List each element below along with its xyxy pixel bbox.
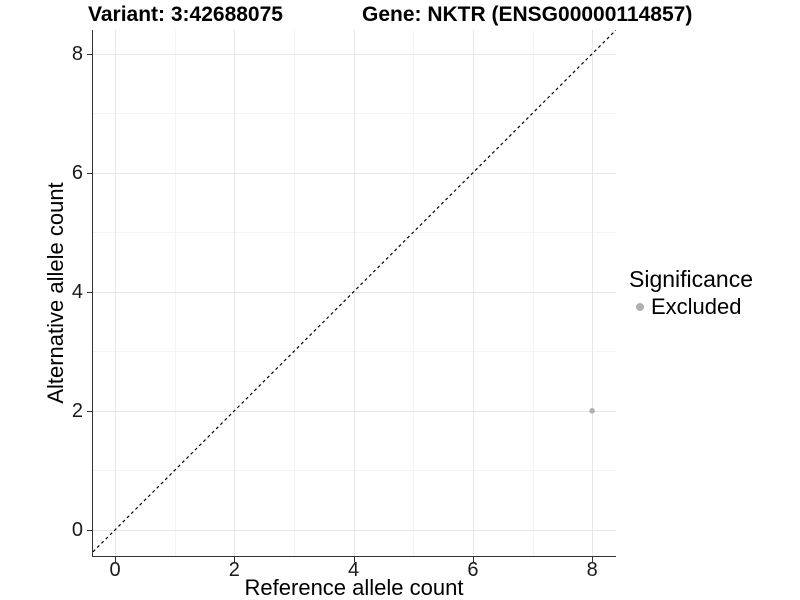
- y-tick-label: 6: [71, 161, 83, 184]
- x-tick-label: 2: [228, 559, 240, 581]
- data-point-excluded: [589, 408, 595, 414]
- x-tick: [473, 557, 474, 562]
- gridline-x-major: [234, 30, 236, 556]
- gridline-x-minor: [174, 30, 176, 556]
- y-tick-label: 8: [71, 42, 83, 65]
- gridline-y-major: [93, 410, 616, 412]
- gridline-y-major: [93, 529, 616, 531]
- y-tick-label: 0: [71, 518, 83, 541]
- y-axis-label: Alternative allele count: [43, 182, 68, 404]
- gridline-x-major: [472, 30, 474, 556]
- plot-title-variant: Variant: 3:42688075: [88, 3, 283, 26]
- legend-item-label: Excluded: [651, 294, 742, 319]
- gridline-y-major: [93, 291, 616, 293]
- gridline-y-major: [93, 53, 616, 55]
- gridline-y-major: [93, 172, 616, 174]
- x-tick-label: 0: [109, 559, 121, 581]
- x-tick-label: 8: [586, 559, 598, 581]
- plot-panel: [92, 30, 616, 557]
- gridline-x-minor: [532, 30, 534, 556]
- legend-key-dot: [636, 303, 644, 311]
- plot-canvas: [93, 30, 616, 553]
- x-tick: [115, 557, 116, 562]
- x-axis-label: Reference allele count: [244, 575, 464, 600]
- gridline-x-major: [353, 30, 355, 556]
- identity-line: [93, 30, 616, 553]
- x-tick: [234, 557, 235, 562]
- legend: Significance Excluded: [629, 266, 753, 320]
- gridline-x-major: [115, 30, 117, 556]
- x-tick: [354, 557, 355, 562]
- legend-item-excluded: Excluded: [629, 294, 753, 320]
- legend-title: Significance: [629, 266, 754, 292]
- plot-title-gene: Gene: NKTR (ENSG00000114857): [362, 3, 693, 26]
- gridline-x-minor: [413, 30, 415, 556]
- gridline-x-minor: [293, 30, 295, 556]
- x-tick-label: 6: [467, 559, 479, 581]
- gridline-x-major: [592, 30, 594, 556]
- x-tick: [592, 557, 593, 562]
